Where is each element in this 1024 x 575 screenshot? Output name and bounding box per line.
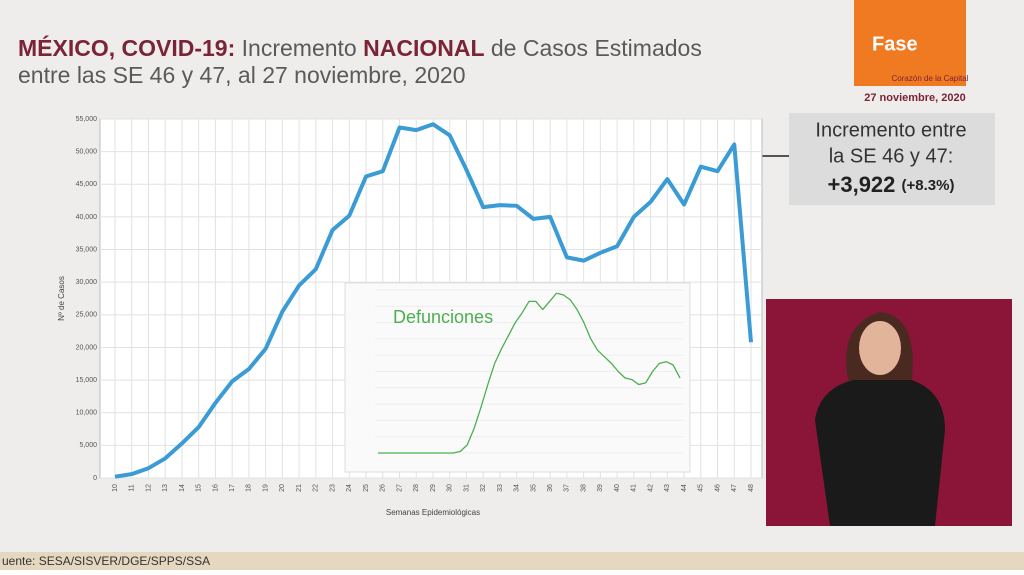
x-tick-label: 17 bbox=[229, 484, 236, 492]
x-tick-label: 18 bbox=[246, 484, 253, 492]
x-tick-label: 33 bbox=[497, 484, 504, 492]
x-tick-label: 21 bbox=[296, 484, 303, 492]
x-tick-label: 28 bbox=[413, 484, 420, 492]
annotation-box bbox=[789, 113, 995, 205]
y-tick-label: 35,000 bbox=[76, 246, 98, 253]
x-tick-label: 23 bbox=[329, 484, 336, 492]
x-tick-label: 16 bbox=[212, 484, 219, 492]
footer-bar bbox=[0, 552, 1024, 570]
title: MÉXICO, COVID-19: Incremento NACIONAL de… bbox=[18, 34, 702, 61]
x-tick-label: 20 bbox=[279, 484, 286, 492]
inset-chart: Defunciones bbox=[344, 282, 691, 473]
y-tick-label: 45,000 bbox=[76, 181, 98, 188]
data-line bbox=[378, 292, 681, 454]
x-tick-label: 43 bbox=[664, 484, 671, 492]
x-tick-label: 29 bbox=[430, 484, 437, 492]
logo-box bbox=[854, 0, 966, 86]
x-tick-label: 46 bbox=[714, 484, 721, 492]
data-line bbox=[114, 122, 753, 479]
x-tick-label: 27 bbox=[396, 484, 403, 492]
inset-title: Defunciones bbox=[393, 307, 493, 327]
x-tick-label: 38 bbox=[580, 484, 587, 492]
x-tick-label: 12 bbox=[145, 484, 152, 492]
x-tick-label: 11 bbox=[129, 484, 136, 491]
y-tick-label: 15,000 bbox=[76, 377, 98, 384]
x-tick-label: 14 bbox=[179, 484, 186, 492]
x-tick-label: 40 bbox=[614, 484, 621, 492]
inset-area bbox=[344, 282, 691, 473]
y-tick-label: 20,000 bbox=[76, 344, 98, 351]
x-tick-label: 24 bbox=[346, 484, 353, 492]
x-tick-label: 41 bbox=[631, 484, 638, 492]
y-tick-label: 55,000 bbox=[76, 116, 98, 123]
x-axis-label: Semanas Epidemiológicas bbox=[386, 508, 480, 517]
y-tick-label: 10,000 bbox=[76, 410, 98, 417]
footer: uente: SESA/SISVER/DGE/SPPS/SSA bbox=[2, 554, 210, 568]
x-tick-label: 19 bbox=[262, 484, 269, 492]
x-tick-label: 30 bbox=[447, 484, 454, 492]
y-tick-label: 30,000 bbox=[76, 279, 98, 286]
annotation-text: Incremento entre bbox=[815, 119, 966, 141]
x-tick-label: 32 bbox=[480, 484, 487, 492]
y-tick-label: 25,000 bbox=[76, 312, 98, 319]
annotation-text: la SE 46 y 47: bbox=[829, 145, 954, 167]
x-tick-label: 10 bbox=[112, 484, 119, 492]
x-tick-label: 26 bbox=[380, 484, 387, 492]
x-tick-label: 48 bbox=[748, 484, 755, 492]
x-tick-label: 15 bbox=[196, 484, 203, 492]
x-tick-label: 37 bbox=[564, 484, 571, 492]
y-axis-label: Nº de Casos bbox=[57, 276, 66, 321]
y-tick-label: 0 bbox=[93, 475, 97, 482]
logo-text: Fase bbox=[872, 33, 918, 55]
y-tick-label: 40,000 bbox=[76, 214, 98, 221]
date: 27 noviembre, 2020 bbox=[864, 92, 966, 104]
x-tick-label: 42 bbox=[647, 484, 654, 492]
x-tick-label: 35 bbox=[530, 484, 537, 492]
x-tick-label: 13 bbox=[162, 484, 169, 492]
annotation-value: +3,922 (+8.3%) bbox=[828, 172, 955, 197]
x-tick-label: 45 bbox=[698, 484, 705, 492]
x-tick-label: 39 bbox=[597, 484, 604, 492]
person-body bbox=[815, 378, 945, 526]
subtitle: entre las SE 46 y 47, al 27 noviembre, 2… bbox=[18, 62, 466, 88]
y-tick-label: 5,000 bbox=[79, 442, 97, 449]
x-tick-label: 34 bbox=[514, 484, 521, 492]
x-tick-label: 31 bbox=[463, 484, 470, 492]
x-tick-label: 47 bbox=[731, 484, 738, 492]
y-tick-label: 50,000 bbox=[76, 148, 98, 155]
x-tick-label: 36 bbox=[547, 484, 554, 492]
x-tick-label: 22 bbox=[313, 484, 320, 492]
person-face bbox=[859, 321, 901, 375]
logo-tagline: Corazón de la Capital bbox=[892, 74, 969, 83]
x-tick-label: 25 bbox=[363, 484, 370, 492]
x-tick-label: 44 bbox=[681, 484, 688, 492]
